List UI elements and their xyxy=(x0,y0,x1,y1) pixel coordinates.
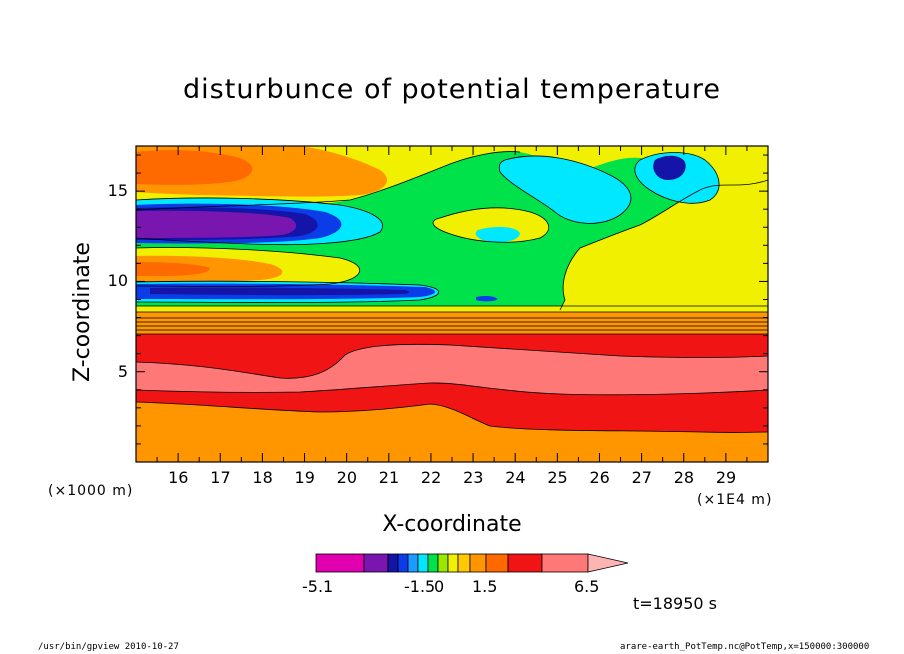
colorbar-label: -5.1 xyxy=(302,577,334,596)
colorbar-cell xyxy=(437,553,449,573)
fill-blue-right xyxy=(653,155,686,180)
colorbar-label: -1.5 xyxy=(404,577,436,596)
fill-cyan-small xyxy=(475,226,520,243)
x-tick-label: 21 xyxy=(378,468,400,487)
colorbar-label: 0 xyxy=(434,577,445,596)
time-label: t=18950 s xyxy=(633,594,717,613)
colorbar-cell xyxy=(363,553,389,573)
colorbar-cell xyxy=(541,553,589,573)
x-tick-label: 28 xyxy=(673,468,695,487)
x-tick-label: 27 xyxy=(631,468,652,487)
colorbar-cell xyxy=(427,553,439,573)
x-axis-label: X-coordinate xyxy=(382,512,522,537)
colorbar-cell xyxy=(397,553,409,573)
colorbar-cell xyxy=(387,553,399,573)
fill-orange-lower xyxy=(136,312,768,334)
x-tick-label: 18 xyxy=(252,468,273,487)
fill-pink-band xyxy=(136,344,768,395)
x-tick-label: 17 xyxy=(210,468,231,487)
x-tick-label: 26 xyxy=(589,468,610,487)
colorbar-cell xyxy=(417,553,429,573)
colorbar-cell xyxy=(447,553,459,573)
fill-red-upper xyxy=(136,150,253,185)
fill-yellow-lower xyxy=(136,306,768,316)
y-tick-label: 5 xyxy=(117,361,128,381)
y-axis-label: Z-coordinate xyxy=(70,242,95,382)
x-tick-label: 20 xyxy=(336,468,358,487)
colorbar-cell xyxy=(507,553,543,573)
fill-navy-jet xyxy=(150,287,410,296)
colorbar-extend-arrow xyxy=(587,553,629,573)
y-tick-label: 15 xyxy=(107,181,128,201)
y-tick-marks xyxy=(136,154,768,445)
footer-left-text: /usr/bin/gpview 2010-10-27 xyxy=(38,642,179,652)
contour-fills xyxy=(136,146,768,462)
colorbar-cell xyxy=(469,553,487,573)
x-tick-label: 29 xyxy=(715,468,737,487)
footer-right-text: arare-earth_PotTemp.nc@PotTemp,x=150000:… xyxy=(620,642,870,652)
x-tick-marks xyxy=(156,146,748,462)
y-tick-label: 10 xyxy=(107,271,128,291)
colorbar-cell xyxy=(407,553,419,573)
fill-yellow-right xyxy=(560,180,768,310)
colorbar xyxy=(315,553,629,573)
x-unit-label: (×1E4 m) xyxy=(697,492,773,508)
colorbar-cell xyxy=(457,553,471,573)
fill-red-mid xyxy=(136,262,210,276)
x-tick-label: 22 xyxy=(420,468,442,487)
colorbar-label: 6.5 xyxy=(574,577,600,596)
x-tick-label: 24 xyxy=(505,468,526,487)
fill-blue-small-jet xyxy=(476,295,498,302)
fill-orange-bottom xyxy=(136,402,768,462)
contour-lines xyxy=(136,151,768,433)
colorbar-label: 1.5 xyxy=(472,577,498,596)
x-tick-label: 23 xyxy=(463,468,484,487)
colorbar-cell xyxy=(485,553,509,573)
chart-title: disturbunce of potential temperature xyxy=(183,74,721,105)
x-tick-label: 25 xyxy=(547,468,568,487)
y-unit-label: (×1000 m) xyxy=(48,483,134,499)
colorbar-cell xyxy=(315,553,365,573)
x-tick-label: 19 xyxy=(294,468,315,487)
fill-purple-left xyxy=(136,210,297,238)
x-tick-label: 16 xyxy=(168,468,189,487)
fill-cyan-right xyxy=(499,155,631,224)
